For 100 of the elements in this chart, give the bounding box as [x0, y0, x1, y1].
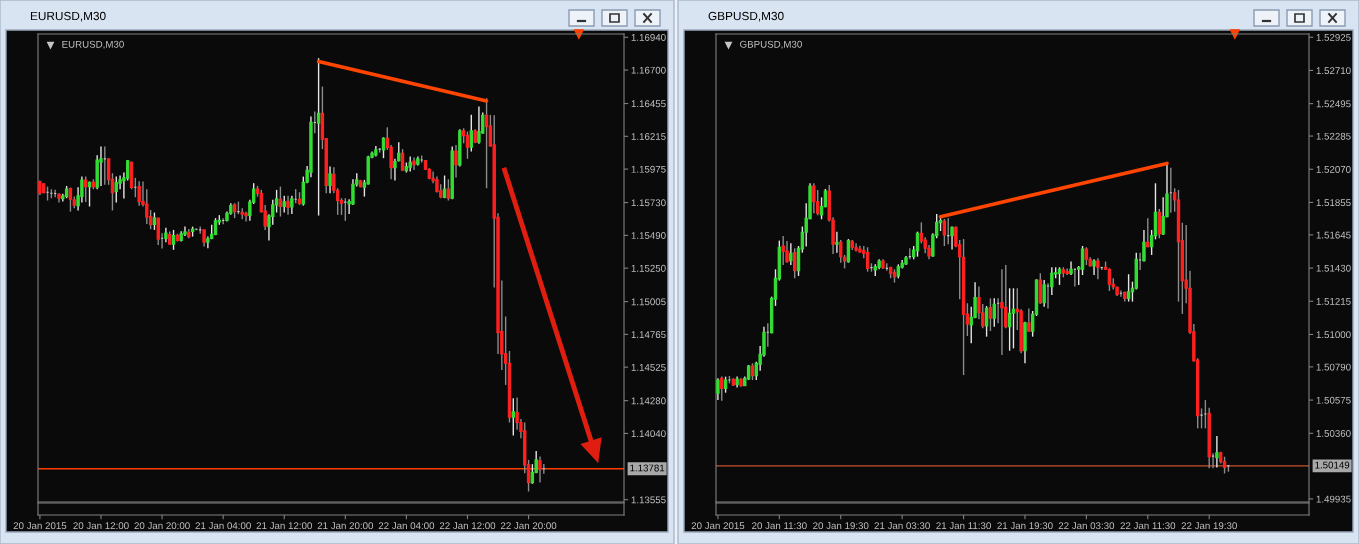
- candlestick: [1161, 196, 1165, 236]
- x-tick-label: 20 Jan 19:30: [813, 522, 869, 530]
- candlestick: [854, 242, 858, 253]
- candlestick: [839, 239, 843, 264]
- candlestick: [988, 297, 993, 332]
- candlestick: [785, 240, 789, 264]
- x-tick-label: 22 Jan 19:30: [1181, 522, 1237, 530]
- candlestick: [835, 230, 839, 254]
- y-tick-label: 1.15250: [631, 264, 666, 272]
- y-tick-label: 1.15730: [631, 199, 666, 207]
- y-tick-label: 1.15975: [631, 165, 666, 173]
- candlestick: [412, 156, 416, 171]
- candlestick: [274, 189, 279, 214]
- y-tick-label: 1.14525: [631, 363, 666, 371]
- y-tick-label: 1.50575: [1316, 396, 1351, 404]
- candlestick: [716, 377, 720, 401]
- candlestick: [1050, 266, 1054, 296]
- text: GBPUSD,M30: [740, 40, 802, 49]
- x-tick-label: 20 Jan 11:30: [752, 522, 807, 530]
- candlestick: [781, 235, 785, 266]
- y-tick-label: 1.52285: [1316, 132, 1351, 140]
- y-tick-label: 1.49935: [1316, 495, 1351, 503]
- y-tick-label: 1.15490: [631, 232, 666, 239]
- candlestick: [137, 180, 141, 207]
- y-tick-label: 1.16700: [631, 66, 666, 74]
- candlestick: [328, 165, 332, 194]
- y-tick-label: 1.52495: [1316, 100, 1351, 108]
- candlestick: [469, 114, 473, 153]
- candlestick: [1199, 407, 1204, 430]
- y-tick-label: 1.52070: [1316, 165, 1351, 173]
- candlestick: [1011, 287, 1016, 350]
- x-tick-label: 21 Jan 04:00: [195, 522, 251, 530]
- x-tick-label: 22 Jan 20:00: [500, 522, 557, 530]
- y-tick-label: 1.14040: [631, 430, 666, 438]
- x-tick-label: 20 Jan 2015: [691, 522, 745, 530]
- chart-title: GBPUSD,M30: [708, 11, 784, 22]
- candlestick: [538, 455, 542, 484]
- x-tick-label: 22 Jan 11:30: [1120, 522, 1176, 530]
- y-tick-label: 1.16215: [631, 133, 666, 140]
- candlestick: [1080, 245, 1085, 276]
- y-tick-label: 1.51645: [1316, 231, 1351, 239]
- x-tick-label: 20 Jan 12:00: [73, 522, 129, 530]
- candlestick: [942, 218, 947, 247]
- candlestick: [316, 57, 321, 217]
- candlestick: [1157, 208, 1162, 239]
- candlestick: [992, 297, 996, 328]
- candlestick: [789, 242, 793, 266]
- candlestick: [114, 175, 118, 204]
- candlestick: [244, 211, 248, 223]
- y-tick-label: 1.16455: [631, 100, 666, 108]
- candlestick: [1146, 217, 1150, 248]
- candlestick: [446, 178, 451, 202]
- candlestick: [465, 130, 470, 160]
- candlestick: [1203, 399, 1208, 430]
- x-tick-label: 21 Jan 20:00: [317, 522, 374, 530]
- candlestick: [1038, 272, 1043, 305]
- x-tick-label: 22 Jan 04:00: [378, 522, 435, 530]
- y-tick-label: 1.14280: [631, 397, 666, 405]
- x-tick-label: 20 Jan 2015: [13, 522, 67, 530]
- candlestick: [400, 148, 405, 172]
- x-tick-label: 21 Jan 11:30: [936, 522, 991, 530]
- x-tick-label: 21 Jan 12:00: [256, 522, 312, 530]
- candlestick: [477, 105, 481, 145]
- chart-title: EURUSD,M30: [30, 11, 106, 22]
- candlestick: [454, 144, 458, 179]
- candlestick: [99, 145, 103, 187]
- y-tick-label: 1.51215: [1316, 298, 1351, 305]
- ref-line-label: 1.13781: [630, 464, 665, 472]
- x-tick-label: 20 Jan 20:00: [134, 522, 190, 530]
- y-tick-label: 1.50790: [1316, 363, 1351, 371]
- candlestick: [286, 195, 290, 216]
- candlestick: [1000, 268, 1004, 356]
- candlestick: [1096, 257, 1100, 281]
- candlestick: [1042, 279, 1046, 308]
- x-tick-label: 21 Jan 03:30: [874, 522, 930, 530]
- y-tick-label: 1.52710: [1316, 67, 1351, 75]
- y-tick-label: 1.51000: [1316, 331, 1351, 339]
- y-tick-label: 1.51855: [1316, 199, 1351, 207]
- candlestick: [812, 182, 816, 214]
- candlestick: [84, 175, 88, 203]
- x-tick-label: 21 Jan 19:30: [997, 522, 1053, 530]
- ref-line-label: 1.50149: [1315, 461, 1350, 469]
- candlestick: [984, 305, 989, 338]
- y-tick-label: 1.52925: [1316, 33, 1351, 41]
- y-tick-label: 1.50360: [1316, 430, 1351, 437]
- candlestick: [720, 375, 724, 402]
- candlestick: [290, 195, 294, 215]
- candlestick: [1027, 307, 1031, 333]
- y-tick-label: 1.16940: [631, 34, 666, 41]
- candlestick: [1142, 229, 1146, 263]
- text: EURUSD,M30: [62, 40, 124, 49]
- y-tick-label: 1.15005: [631, 298, 666, 306]
- candlestick: [1215, 435, 1219, 469]
- x-tick-label: 22 Jan 12:00: [439, 522, 496, 530]
- y-tick-label: 1.51430: [1316, 264, 1351, 272]
- candlestick: [511, 397, 515, 437]
- x-tick-label: 22 Jan 03:30: [1058, 522, 1115, 530]
- y-tick-label: 1.13555: [631, 496, 666, 504]
- y-tick-label: 1.14765: [631, 331, 666, 339]
- candlestick: [156, 217, 160, 246]
